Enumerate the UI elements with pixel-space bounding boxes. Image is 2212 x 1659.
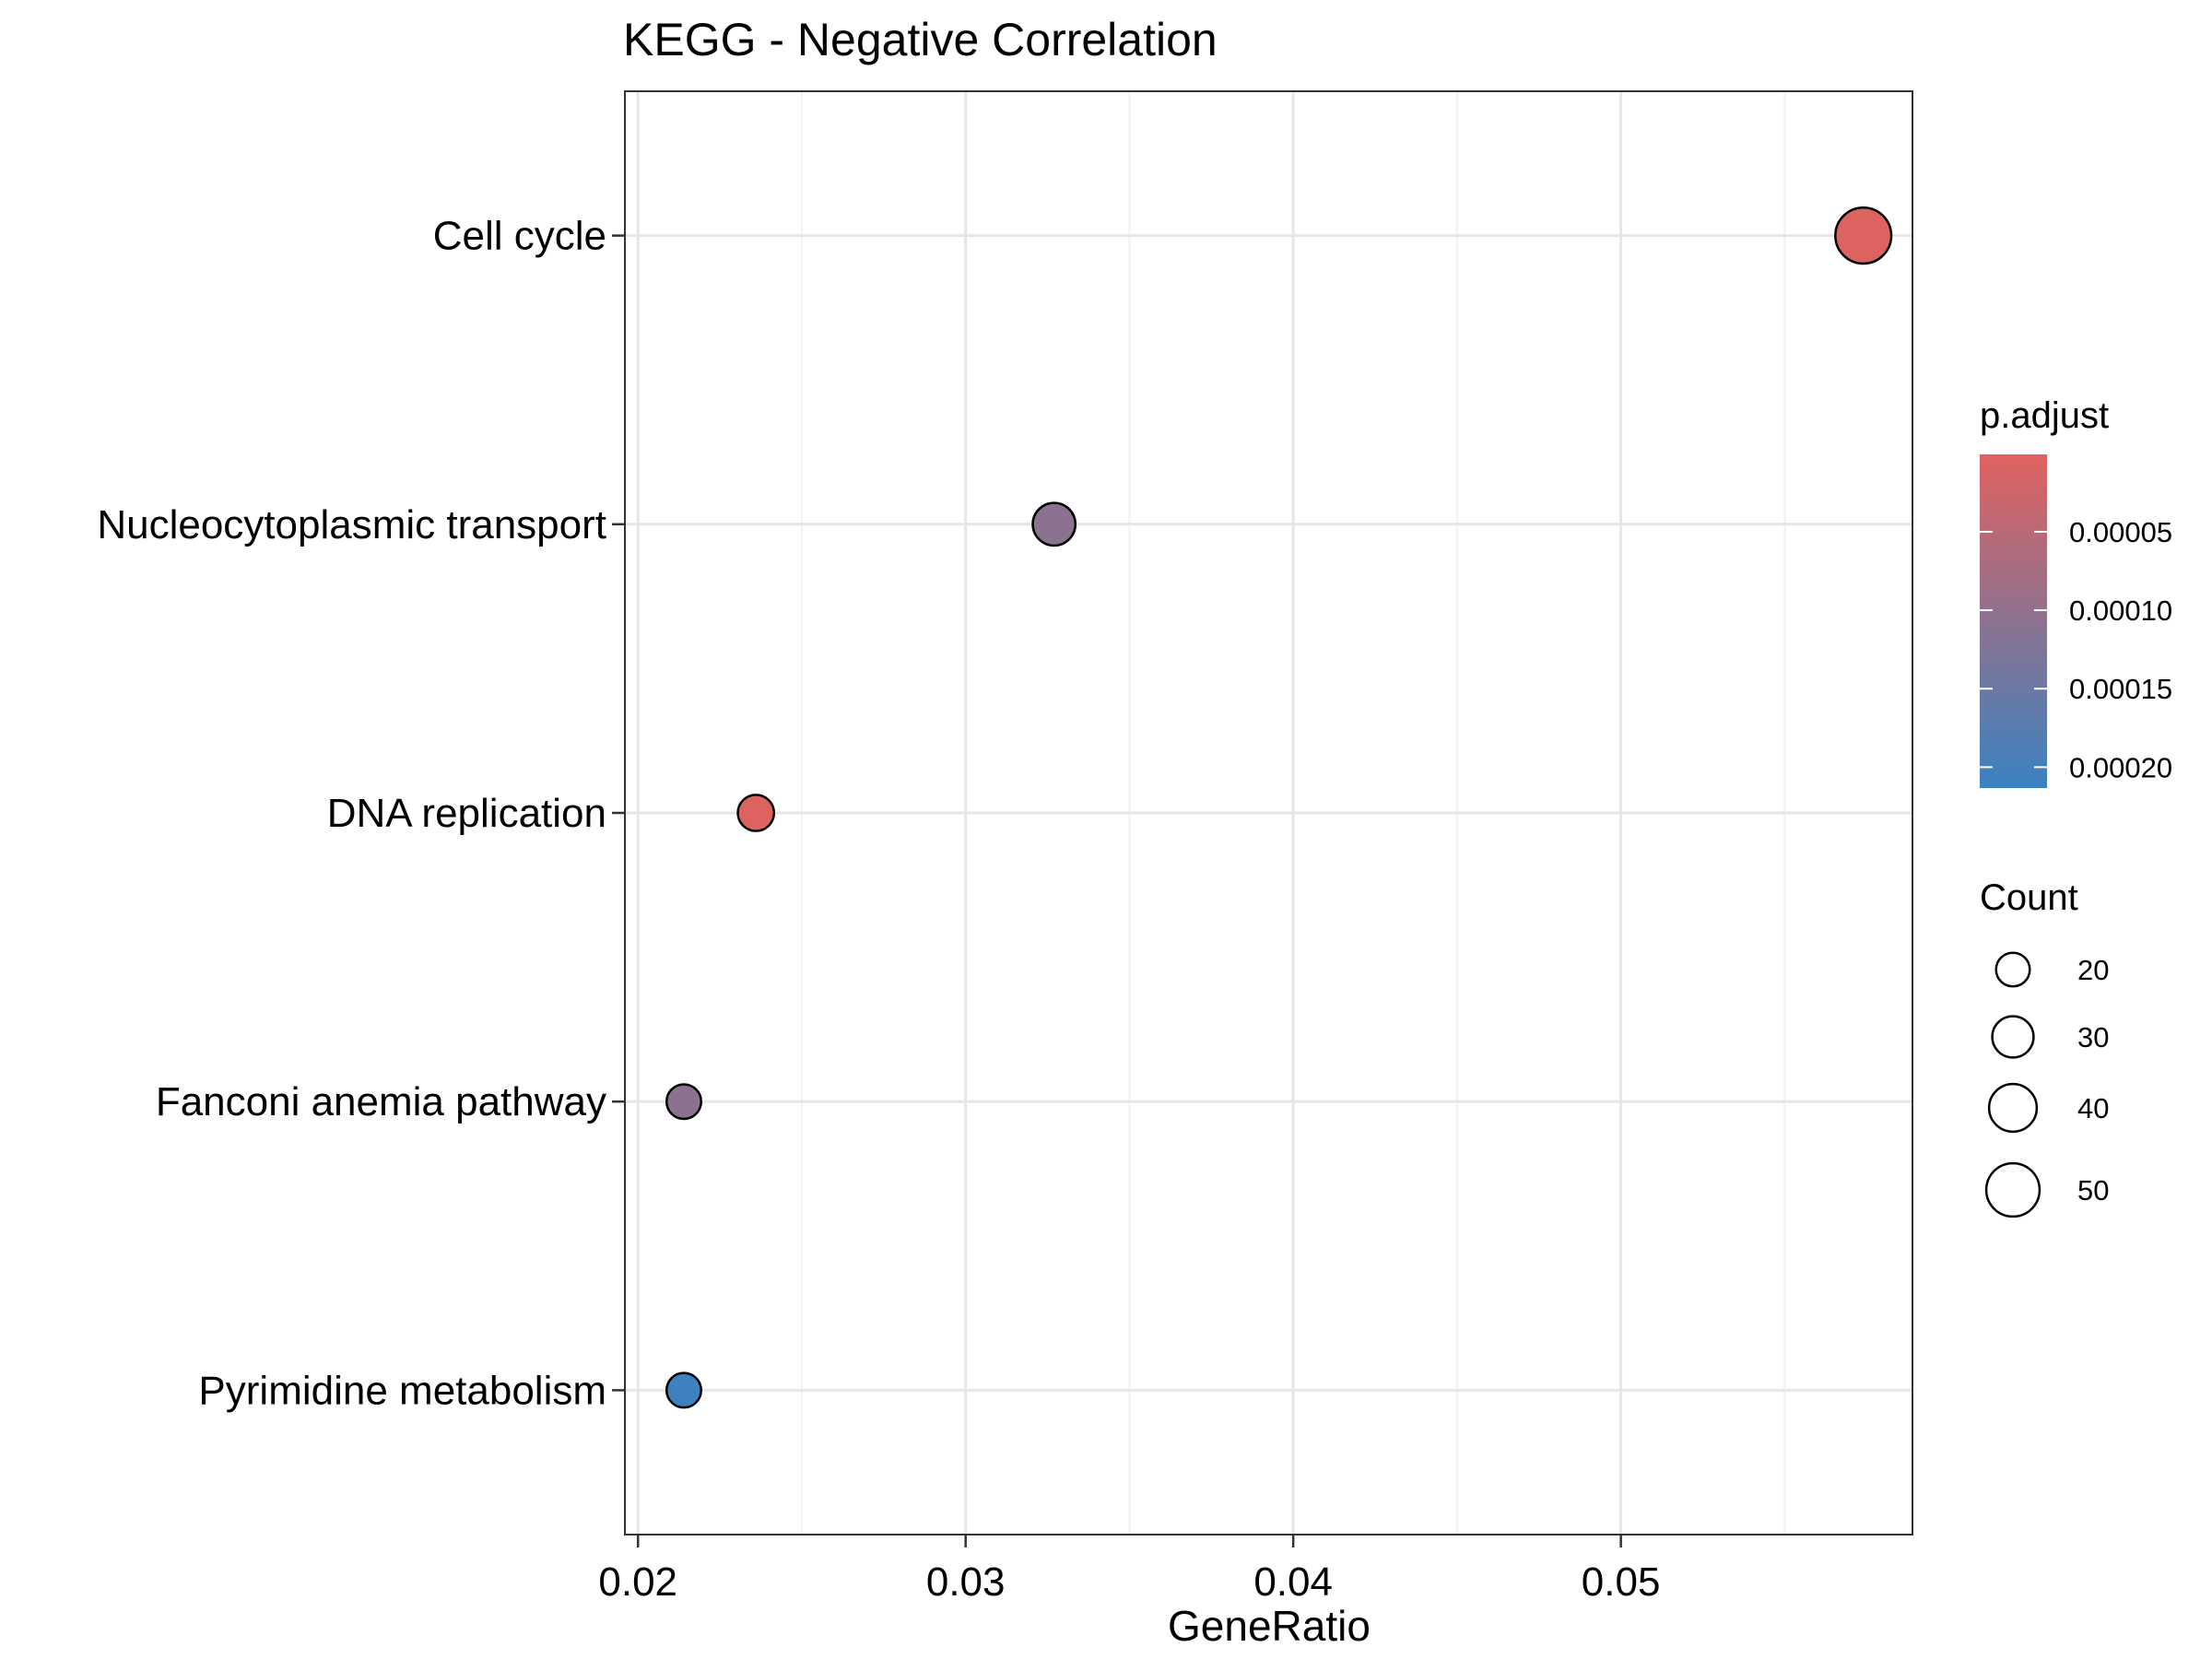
size-legend-label: 20 [2077,954,2109,986]
data-point [1834,206,1893,265]
y-tick-label: Nucleocytoplasmic transport [97,502,606,547]
data-points [665,206,1893,1409]
size-legend-label: 40 [2077,1092,2109,1124]
y-tick-label: Fanconi anemia pathway [156,1079,606,1124]
size-legend-items: 20 30 40 50 [1984,951,2109,1218]
data-point [665,1371,702,1409]
size-legend-title: Count [1980,877,2078,918]
chart-title: KEGG - Negative Correlation [623,14,1218,65]
color-legend-ticks: 0.00005 0.00010 0.00015 0.00020 [1980,516,2172,783]
color-legend-title: p.adjust [1980,395,2109,436]
color-legend-tick-label: 0.00015 [2069,673,2172,705]
y-axis: Cell cycle Nucleocytoplasmic transport DNA… [97,214,625,1413]
x-tick-label: 0.04 [1253,1559,1333,1605]
size-legend-label: 30 [2077,1021,2109,1053]
x-axis-label: GeneRatio [1168,1602,1371,1650]
size-legend-circle [1984,1161,2041,1218]
data-point [665,1083,702,1121]
color-legend-tick-label: 0.00010 [2069,594,2172,627]
y-tick-label: Pyrimidine metabolism [198,1368,606,1413]
color-legend-tick-label: 0.00020 [2069,751,2172,783]
data-point [1031,501,1077,547]
y-tick-label: Cell cycle [433,214,606,259]
size-legend-circle [1987,1082,2039,1134]
size-legend-label: 50 [2077,1174,2109,1206]
color-legend-tick-label: 0.00005 [2069,516,2172,548]
size-legend: Count 20 30 40 50 [1980,877,2109,1218]
size-legend-circle [1991,1015,2035,1059]
size-legend-circle [1994,951,2031,988]
data-point [736,794,776,832]
color-legend-bar [1980,454,2047,788]
grid-major [625,91,1912,1535]
y-tick-label: DNA replication [327,791,606,836]
x-tick-label: 0.05 [1582,1559,1661,1605]
color-legend: p.adjust 0.00005 0.00010 0.00015 0.00020 [1980,395,2172,788]
x-tick-label: 0.02 [598,1559,677,1605]
x-axis: 0.02 0.03 0.04 0.05 [598,1535,1660,1605]
x-tick-label: 0.03 [926,1559,1006,1605]
